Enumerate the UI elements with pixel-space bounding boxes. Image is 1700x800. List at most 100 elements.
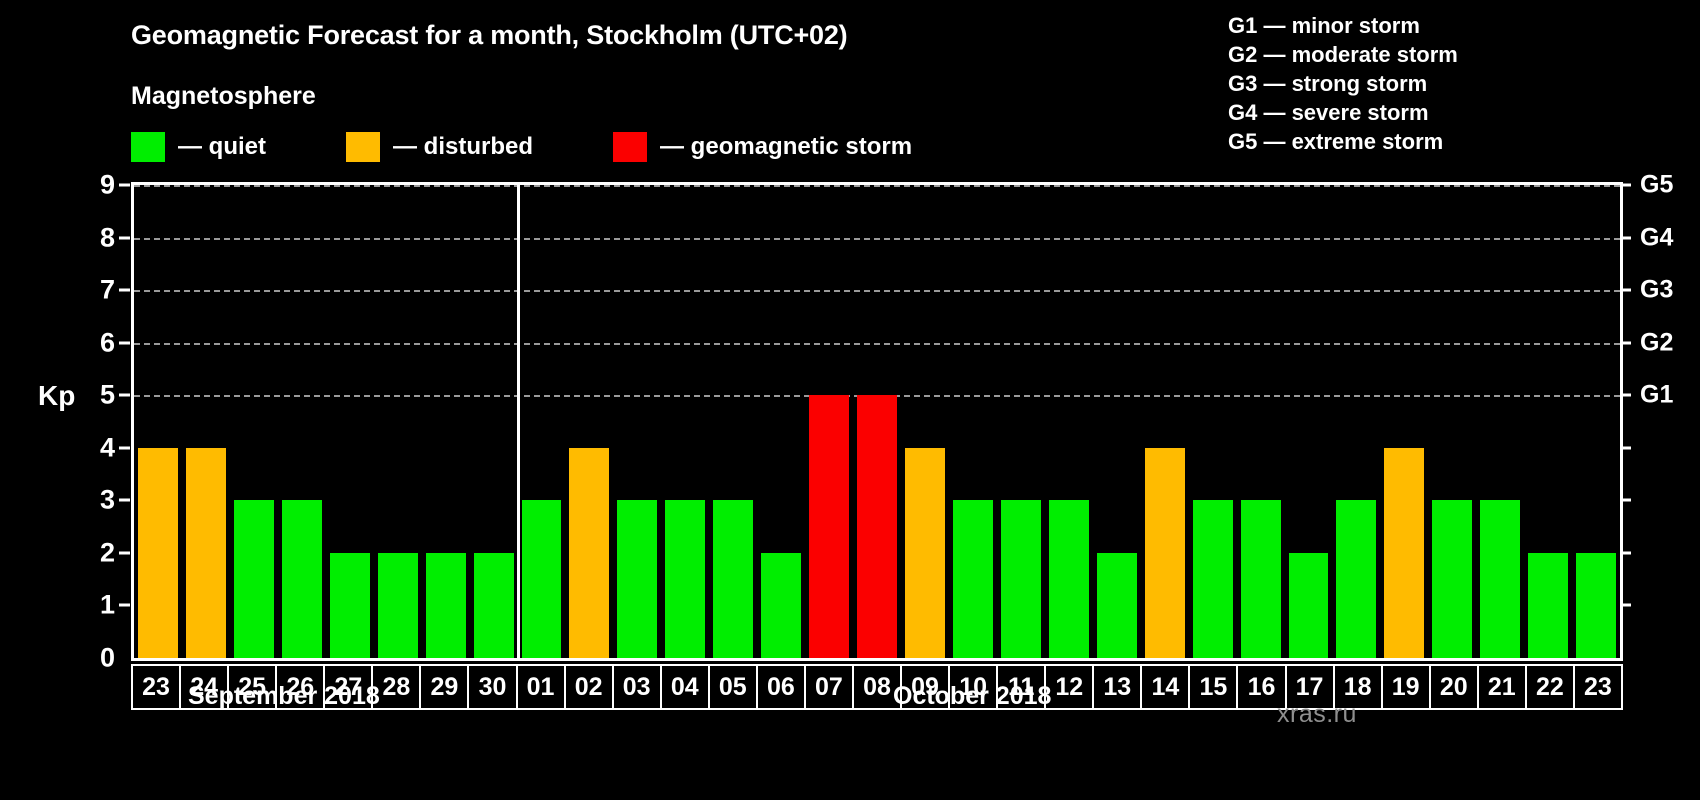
magnetosphere-label: Magnetosphere bbox=[131, 82, 316, 110]
bar-day-15-quiet bbox=[1192, 500, 1233, 658]
gscale-minor-tick-4 bbox=[1620, 446, 1631, 450]
bar-day-05-quiet bbox=[713, 500, 754, 658]
day-label-06: 06 bbox=[758, 666, 806, 708]
bar-slot bbox=[709, 185, 757, 658]
gridline-kp-9 bbox=[134, 185, 1620, 187]
kp-tick-mark-5 bbox=[119, 393, 130, 397]
bar-slot bbox=[1572, 185, 1620, 658]
bar-day-20-quiet bbox=[1432, 500, 1473, 658]
magnetosphere-legend: — quiet — disturbed — geomagnetic storm bbox=[131, 132, 992, 162]
bar-slot bbox=[278, 185, 326, 658]
month-divider-line bbox=[517, 185, 521, 658]
day-label-21: 21 bbox=[1479, 666, 1527, 708]
bar-slot bbox=[613, 185, 661, 658]
bar-day-02-disturbed bbox=[569, 447, 610, 658]
chart-plot-area bbox=[131, 182, 1623, 661]
day-label-27: 27 bbox=[325, 666, 374, 708]
day-label-19: 19 bbox=[1383, 666, 1431, 708]
gscale-minor-tick-2 bbox=[1620, 551, 1631, 555]
bar-day-21-quiet bbox=[1480, 500, 1521, 658]
bar-slot bbox=[1237, 185, 1285, 658]
bar-day-23-quiet bbox=[1576, 552, 1617, 658]
bar-slot bbox=[326, 185, 374, 658]
gscale-tick-label-G3: G3 bbox=[1640, 275, 1674, 304]
watermark: xras.ru bbox=[1277, 700, 1357, 728]
bar-day-25-quiet bbox=[233, 500, 274, 658]
gscale-minor-tick-3 bbox=[1620, 498, 1631, 502]
gscale-line-1: G1 — minor storm bbox=[1228, 13, 1420, 38]
day-label-05: 05 bbox=[710, 666, 758, 708]
bar-slot bbox=[1285, 185, 1333, 658]
bar-day-17-quiet bbox=[1288, 552, 1329, 658]
legend-label-geomagnetic-storm: — geomagnetic storm bbox=[660, 133, 913, 160]
gscale-tick-mark-G1 bbox=[1620, 393, 1631, 397]
day-label-18: 18 bbox=[1335, 666, 1383, 708]
kp-tick-label-9: 9 bbox=[99, 169, 115, 200]
day-label-03: 03 bbox=[614, 666, 662, 708]
bar-day-09-disturbed bbox=[905, 447, 945, 658]
bar-series bbox=[134, 185, 1620, 658]
legend-swatch-disturbed bbox=[346, 132, 380, 162]
kp-tick-mark-7 bbox=[119, 288, 130, 292]
page-title: Geomagnetic Forecast for a month, Stockh… bbox=[131, 20, 848, 50]
kp-tick-label-7: 7 bbox=[99, 274, 115, 305]
day-label-15: 15 bbox=[1190, 666, 1239, 708]
kp-axis-title: Kp bbox=[38, 380, 76, 411]
bar-slot bbox=[901, 185, 949, 658]
kp-tick-label-1: 1 bbox=[99, 589, 115, 620]
day-label-07: 07 bbox=[806, 666, 854, 708]
day-label-08: 08 bbox=[854, 666, 902, 708]
bar-day-18-quiet bbox=[1336, 500, 1377, 658]
bar-slot bbox=[1093, 185, 1141, 658]
legend-entry-disturbed: — disturbed bbox=[346, 132, 533, 162]
bar-slot bbox=[757, 185, 805, 658]
bar-day-28-quiet bbox=[377, 552, 418, 658]
day-label-13: 13 bbox=[1094, 666, 1143, 708]
bar-day-12-quiet bbox=[1048, 500, 1089, 658]
day-label-23: 23 bbox=[133, 666, 182, 708]
bar-slot bbox=[1476, 185, 1524, 658]
bar-slot bbox=[1380, 185, 1428, 658]
kp-tick-label-3: 3 bbox=[99, 484, 115, 515]
bar-day-04-quiet bbox=[665, 500, 706, 658]
day-label-16: 16 bbox=[1238, 666, 1287, 708]
kp-tick-label-8: 8 bbox=[99, 222, 115, 253]
bar-slot bbox=[805, 185, 853, 658]
bar-day-06-quiet bbox=[761, 552, 802, 658]
bar-slot bbox=[182, 185, 230, 658]
legend-swatch-geomagnetic-storm bbox=[613, 132, 648, 162]
bar-day-03-quiet bbox=[617, 500, 658, 658]
bar-day-23-disturbed bbox=[138, 447, 178, 658]
day-label-29: 29 bbox=[421, 666, 470, 708]
bar-day-27-quiet bbox=[329, 552, 370, 658]
day-label-25: 25 bbox=[229, 666, 278, 708]
bar-day-10-quiet bbox=[952, 500, 993, 658]
bar-slot bbox=[230, 185, 278, 658]
bar-day-29-quiet bbox=[425, 552, 466, 658]
kp-tick-mark-6 bbox=[119, 341, 130, 345]
bar-slot bbox=[949, 185, 997, 658]
gscale-tick-mark-G5 bbox=[1620, 183, 1631, 187]
day-label-24: 24 bbox=[181, 666, 230, 708]
bar-day-13-quiet bbox=[1096, 552, 1137, 658]
gscale-legend: G1 — minor storm G2 — moderate storm G3 — … bbox=[1228, 11, 1458, 156]
bar-slot bbox=[1045, 185, 1093, 658]
gridline-kp-6 bbox=[134, 342, 1620, 345]
gscale-tick-mark-G2 bbox=[1620, 341, 1631, 345]
day-label-11: 11 bbox=[998, 666, 1047, 708]
gridline-kp-8 bbox=[134, 237, 1620, 240]
gridline-kp-7 bbox=[134, 290, 1620, 293]
kp-tick-mark-4 bbox=[119, 446, 130, 450]
month-label-september: September 2018 bbox=[188, 682, 380, 710]
gscale-tick-label-G1: G1 bbox=[1640, 380, 1674, 409]
bar-day-26-quiet bbox=[281, 500, 322, 658]
bar-day-24-disturbed bbox=[185, 447, 226, 658]
kp-tick-label-0: 0 bbox=[99, 642, 115, 673]
day-label-10: 10 bbox=[950, 666, 999, 708]
bar-slot bbox=[1524, 185, 1572, 658]
kp-tick-mark-1 bbox=[119, 603, 130, 607]
bar-slot bbox=[422, 185, 470, 658]
bar-slot bbox=[518, 185, 566, 658]
bar-day-08-storm bbox=[857, 395, 897, 658]
gscale-line-5: G5 — extreme storm bbox=[1228, 129, 1444, 154]
